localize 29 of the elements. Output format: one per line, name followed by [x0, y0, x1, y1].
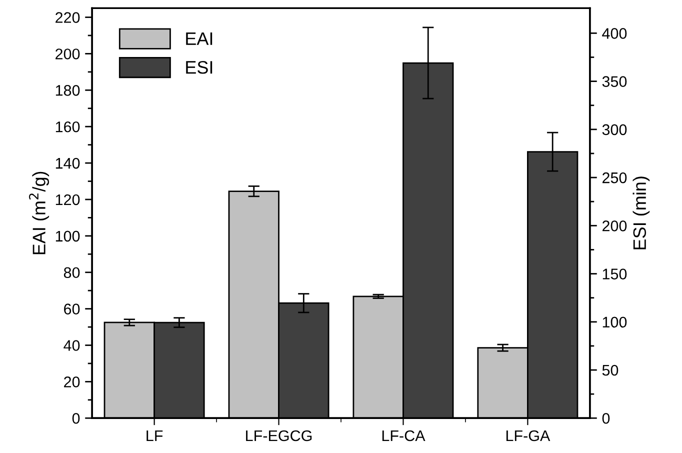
y2-tick-label: 350: [602, 76, 627, 87]
y2-tick-label: 200: [602, 220, 627, 232]
y-tick-label: 0: [72, 412, 80, 424]
y-tick-label: 160: [56, 121, 80, 132]
y-tick-label: 140: [56, 158, 80, 169]
y-tick-label: 200: [56, 48, 80, 60]
y2-tick-label: 400: [602, 28, 627, 39]
y2-tick-label: 250: [602, 172, 627, 184]
legend-label: ESI: [186, 60, 212, 74]
y-tick-label: 220: [56, 12, 80, 23]
y2-tick-label: 300: [602, 124, 627, 136]
y2-tick-label: 0: [602, 412, 610, 424]
y-tick-label: 100: [56, 230, 80, 242]
y-axis-title: EAI (m$^{2}$/g): [29, 172, 50, 254]
x-tick-label: LF-GA: [506, 430, 550, 442]
y-tick-label: 60: [64, 304, 80, 314]
y2-tick-label: 50: [602, 364, 618, 376]
x-tick-label: LF: [146, 430, 163, 441]
y2-tick-label: 100: [602, 316, 627, 328]
y2-tick-label: 150: [602, 268, 627, 280]
x-tick-label: LF-EGCG: [246, 430, 312, 442]
legend-label: EAI: [186, 32, 212, 45]
x-tick-label: LF-CA: [382, 430, 426, 442]
y-tick-label: 40: [64, 340, 80, 351]
y2-axis-title: ESI (min): [632, 176, 650, 250]
y-tick-label: 20: [64, 376, 80, 388]
y-tick-label: 180: [56, 85, 80, 96]
y-tick-label: 120: [56, 194, 80, 206]
y-tick-label: 80: [64, 267, 80, 278]
